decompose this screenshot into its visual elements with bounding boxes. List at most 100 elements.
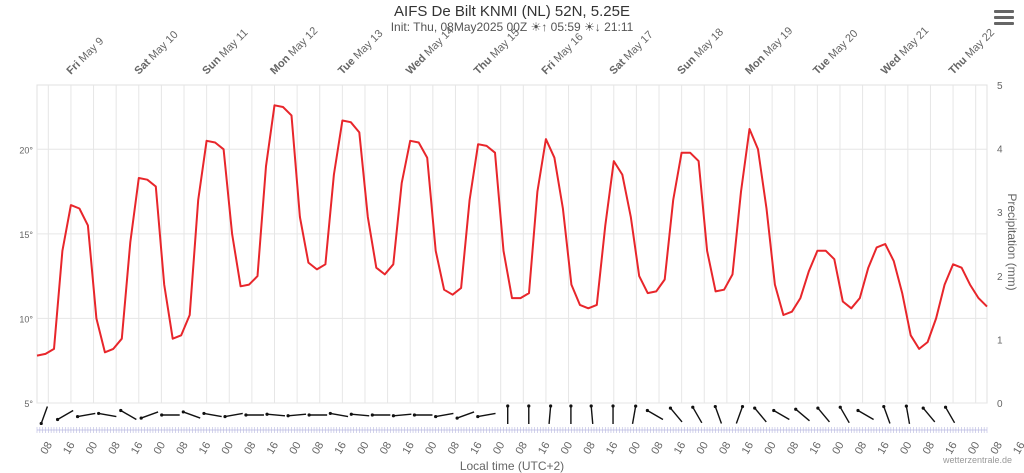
hour-tick-label: 08 [39, 440, 56, 457]
wind-arrow-head [856, 408, 860, 413]
hour-tick-label: 00 [966, 440, 983, 457]
wind-arrow [477, 412, 496, 418]
wind-arrow [548, 405, 552, 425]
plot-area [36, 84, 988, 404]
wind-arrow [714, 406, 723, 424]
wind-arrow [77, 412, 96, 418]
hour-tick-label: 16 [875, 440, 892, 457]
wind-arrow [120, 409, 137, 421]
hour-tick-label: 00 [559, 440, 576, 457]
chart-title: AIFS De Bilt KNMI (NL) 52N, 5.25E [394, 3, 630, 20]
hour-tick-label: 08 [242, 440, 259, 457]
wind-arrow [98, 412, 117, 418]
wind-arrow-head [265, 412, 269, 416]
left-tick-label: 20° [19, 145, 33, 155]
wind-arrow-head [97, 411, 101, 416]
wind-arrow-head [328, 411, 332, 416]
hour-tick-label: 00 [830, 440, 847, 457]
hour-tick-label: 16 [129, 440, 146, 457]
wind-arrow-head [634, 404, 638, 408]
wind-arrow [590, 405, 594, 425]
wind-arrow [817, 407, 830, 423]
wind-arrow-head [838, 405, 842, 409]
hour-tick-label: 08 [581, 440, 598, 457]
hour-tick-label: 00 [355, 440, 372, 457]
hour-tick-label: 08 [649, 440, 666, 457]
wind-arrow-head [549, 404, 553, 408]
wind-arrow [288, 413, 307, 417]
wind-arrow-head [244, 413, 248, 417]
hour-tick-label: 16 [536, 440, 553, 457]
hour-tick-label: 16 [1011, 440, 1024, 457]
wind-arrow-head [202, 411, 206, 416]
wind-arrow [922, 407, 936, 423]
wind-arrow-head [160, 413, 164, 417]
temperature-series-line [36, 104, 988, 357]
wind-arrow-head [455, 416, 459, 420]
sunrise-time: 05:59 [550, 20, 581, 34]
hour-tick-label: 08 [106, 440, 123, 457]
day-label: Tue May 20 [811, 28, 860, 77]
right-tick-label: 0 [997, 399, 1003, 410]
wind-arrow-head [569, 404, 573, 408]
chart-subtitle: Init: Thu, 08May2025 00Z ☀↑ 05:59 ☀↓ 21:… [0, 20, 1024, 34]
wind-arrow-head [55, 417, 60, 422]
wind-arrow-head [412, 413, 417, 417]
wind-arrow [883, 406, 891, 424]
wind-arrow-head [527, 404, 531, 408]
day-label: Fri May 16 [540, 31, 586, 77]
wind-arrow-head [223, 414, 227, 419]
hour-tick-label: 08 [785, 440, 802, 457]
init-text: Init: Thu, 08May2025 00Z [390, 20, 528, 34]
wind-arrow [647, 409, 664, 421]
hour-tick-label: 16 [672, 440, 689, 457]
wind-arrow-head [434, 414, 438, 419]
wind-arrow-head [691, 405, 695, 409]
wind-arrow-head [181, 410, 185, 414]
wind-arrow-head [506, 404, 510, 408]
wind-arrow-head [349, 412, 353, 416]
hour-tick-label: 08 [310, 440, 327, 457]
hour-tick-label: 08 [378, 440, 395, 457]
wind-arrow-head [904, 404, 908, 408]
wind-arrow [773, 409, 790, 421]
wind-arrow-head [713, 404, 717, 409]
left-tick-label: 15° [19, 230, 33, 240]
hour-tick-label: 16 [61, 440, 78, 457]
hour-tick-label: 00 [84, 440, 101, 457]
wind-arrow [330, 412, 349, 418]
wind-arrow-head [882, 404, 886, 409]
day-label: Fri May 9 [65, 35, 107, 77]
right-tick-label: 3 [997, 208, 1003, 219]
hour-tick-label: 08 [174, 440, 191, 457]
right-axis-label: Precipitation (mm) [1005, 193, 1019, 291]
wind-arrow [435, 412, 454, 418]
right-tick-label: 2 [997, 272, 1003, 283]
hour-tick-label: 00 [287, 440, 304, 457]
chart-menu-hamburger-icon[interactable] [994, 8, 1014, 26]
hour-tick-label: 16 [265, 440, 282, 457]
hour-tick-label: 08 [446, 440, 463, 457]
left-tick-label: 10° [19, 314, 33, 324]
left-tick-label: 5° [24, 399, 33, 409]
wind-arrow [692, 406, 703, 424]
hour-tick-label: 00 [152, 440, 169, 457]
hour-tick-label: 08 [921, 440, 938, 457]
hour-tick-label: 00 [219, 440, 236, 457]
wind-arrow [857, 409, 874, 421]
wind-arrow-head [772, 408, 776, 413]
day-label: Sun May 18 [675, 26, 726, 77]
wind-arrow [140, 411, 159, 419]
wind-arrow [456, 411, 475, 419]
hour-tick-label: 16 [468, 440, 485, 457]
wind-arrow [905, 406, 911, 424]
hour-tick-label: 16 [333, 440, 350, 457]
day-label: Tue May 13 [336, 28, 385, 77]
hour-tick-label: 16 [604, 440, 621, 457]
wind-arrow [351, 413, 370, 417]
hour-tick-label: 00 [898, 440, 915, 457]
wind-arrow-head [39, 421, 43, 426]
wind-arrow-head [307, 413, 311, 417]
wind-arrow-head [740, 404, 745, 409]
